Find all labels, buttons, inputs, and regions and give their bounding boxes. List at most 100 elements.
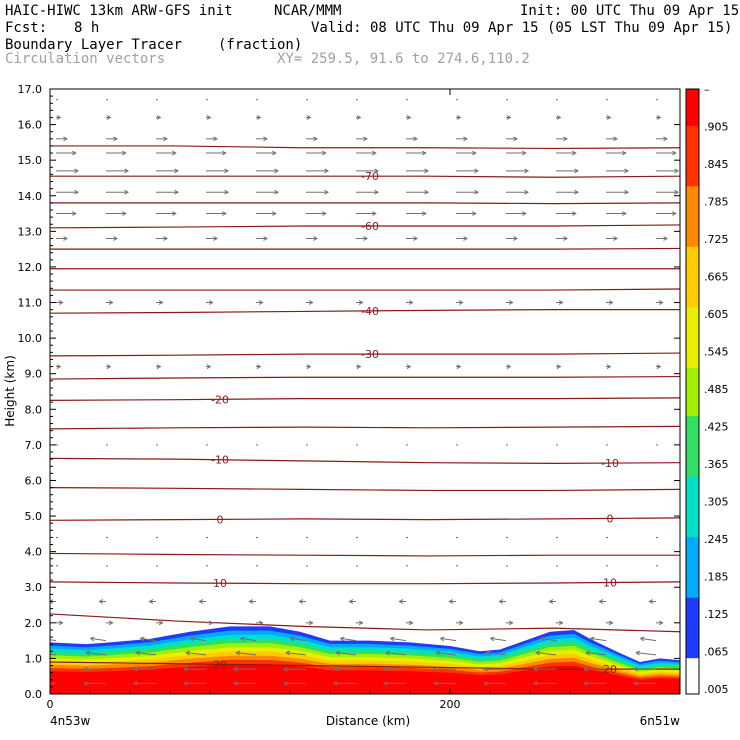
wind-vector-head	[163, 136, 169, 142]
colorbar-segment	[686, 379, 699, 392]
y-tick-label: 8.0	[25, 403, 43, 416]
wind-vector-head	[308, 300, 314, 305]
y-tick-label: 10.0	[18, 332, 43, 345]
wind-vector-head	[58, 620, 64, 626]
colorbar: .005 .065 .125 .185 .245 .305 .365 .425 .485 .545…	[685, 83, 729, 696]
wind-vector	[236, 652, 257, 656]
wind-vector-head	[248, 599, 254, 604]
contour-label: 10	[213, 577, 227, 590]
contour-label: 0	[607, 512, 614, 525]
wind-vector-head	[208, 620, 214, 626]
wind-vector-head	[106, 364, 112, 369]
wind-vector-head	[472, 150, 477, 156]
wind-vector-head	[172, 211, 177, 216]
wind-vector-head	[508, 620, 514, 626]
wind-vector-head	[41, 637, 45, 641]
wind-vector-head	[606, 115, 612, 120]
contour-line	[50, 202, 680, 205]
wind-vector	[286, 652, 307, 656]
wind-vector-head	[358, 300, 364, 305]
cross-section-endpoints: XY= 259.5, 91.6 to 274.6,110.2	[277, 51, 530, 67]
wind-vector	[636, 652, 657, 656]
contour-label: 20	[603, 663, 617, 676]
y-tick-label: 11.0	[18, 297, 43, 310]
wind-vector-head	[113, 236, 119, 241]
y-tick-label: 3.0	[25, 581, 43, 594]
colorbar-segment	[686, 476, 699, 489]
wind-vector-head	[432, 666, 438, 672]
wind-vector	[50, 653, 57, 656]
wind-vector	[586, 652, 607, 656]
x-tick-label: 200	[440, 698, 461, 711]
colorbar-label: .905	[704, 121, 729, 134]
wind-vector	[590, 637, 607, 642]
wind-vector-head	[72, 150, 77, 156]
colorbar-segment	[686, 427, 699, 441]
wind-vector-head	[222, 211, 227, 216]
wind-vector-head	[158, 300, 164, 305]
wind-vector-head	[222, 150, 227, 156]
wind-vector-head	[182, 666, 188, 672]
colorbar-segment	[686, 548, 699, 562]
colorbar-segment	[686, 234, 699, 247]
colorbar-segment	[686, 197, 699, 211]
wind-vector	[640, 637, 657, 642]
contour-label: 10	[603, 576, 617, 589]
y-tick-label: 16.0	[18, 119, 43, 132]
wind-vector	[436, 652, 457, 656]
contour-line	[50, 145, 680, 150]
wind-vector-head	[558, 620, 564, 626]
wind-vector-head	[56, 364, 62, 369]
wind-vector-head	[135, 650, 141, 656]
contour-label: 0	[217, 513, 224, 526]
wind-vector-head	[474, 189, 480, 195]
wind-vector-head	[272, 150, 277, 156]
wind-vector-head	[50, 599, 54, 604]
colorbar-segment	[686, 246, 699, 259]
contour-label: -70	[361, 170, 379, 183]
x-axis-label: Distance (km)	[326, 714, 410, 728]
wind-vector-head	[274, 189, 280, 195]
wind-vector-head	[182, 680, 188, 686]
wind-vector-head	[189, 636, 195, 642]
wind-vector-head	[306, 115, 312, 120]
wind-vector-head	[82, 666, 88, 672]
wind-vector-head	[272, 211, 277, 216]
wind-vector-head	[482, 666, 488, 672]
colorbar-label: .725	[704, 233, 729, 246]
colorbar-segment	[686, 500, 699, 513]
colorbar-segment	[686, 222, 699, 235]
wind-vector-head	[363, 136, 369, 142]
wind-vector-head	[174, 189, 180, 195]
wind-vector-head	[58, 300, 64, 305]
colorbar-label: .545	[704, 346, 729, 359]
wind-vector-head	[506, 115, 512, 120]
colorbar-label: .125	[704, 608, 729, 621]
wind-vector-head	[524, 189, 530, 195]
wind-vector-head	[524, 168, 530, 174]
wind-vector-head	[89, 636, 95, 642]
colorbar-segment	[686, 258, 699, 271]
wind-vector-head	[589, 636, 595, 642]
contour-line	[50, 375, 680, 380]
wind-vector-head	[632, 666, 638, 672]
colorbar-segment	[686, 282, 699, 296]
wind-vector-head	[282, 680, 288, 686]
contour-label: -20	[211, 393, 229, 406]
x-tick-label: 0	[47, 698, 54, 711]
wind-vector-head	[208, 300, 214, 305]
colorbar-label: .485	[704, 383, 729, 396]
contour-label: -60	[361, 220, 379, 233]
model-title: HAIC-HIWC 13km ARW-GFS init	[5, 3, 233, 19]
wind-vector-head	[213, 236, 219, 241]
wind-vector-head	[285, 650, 291, 656]
colorbar-segment	[686, 464, 699, 477]
wind-vector	[386, 652, 407, 656]
wind-vector	[136, 652, 157, 656]
colorbar-segment	[686, 161, 699, 175]
colorbar-segment	[686, 439, 699, 453]
colorbar-label: .005	[704, 683, 729, 696]
wind-vector-head	[498, 599, 504, 604]
colorbar-segment	[686, 512, 699, 526]
